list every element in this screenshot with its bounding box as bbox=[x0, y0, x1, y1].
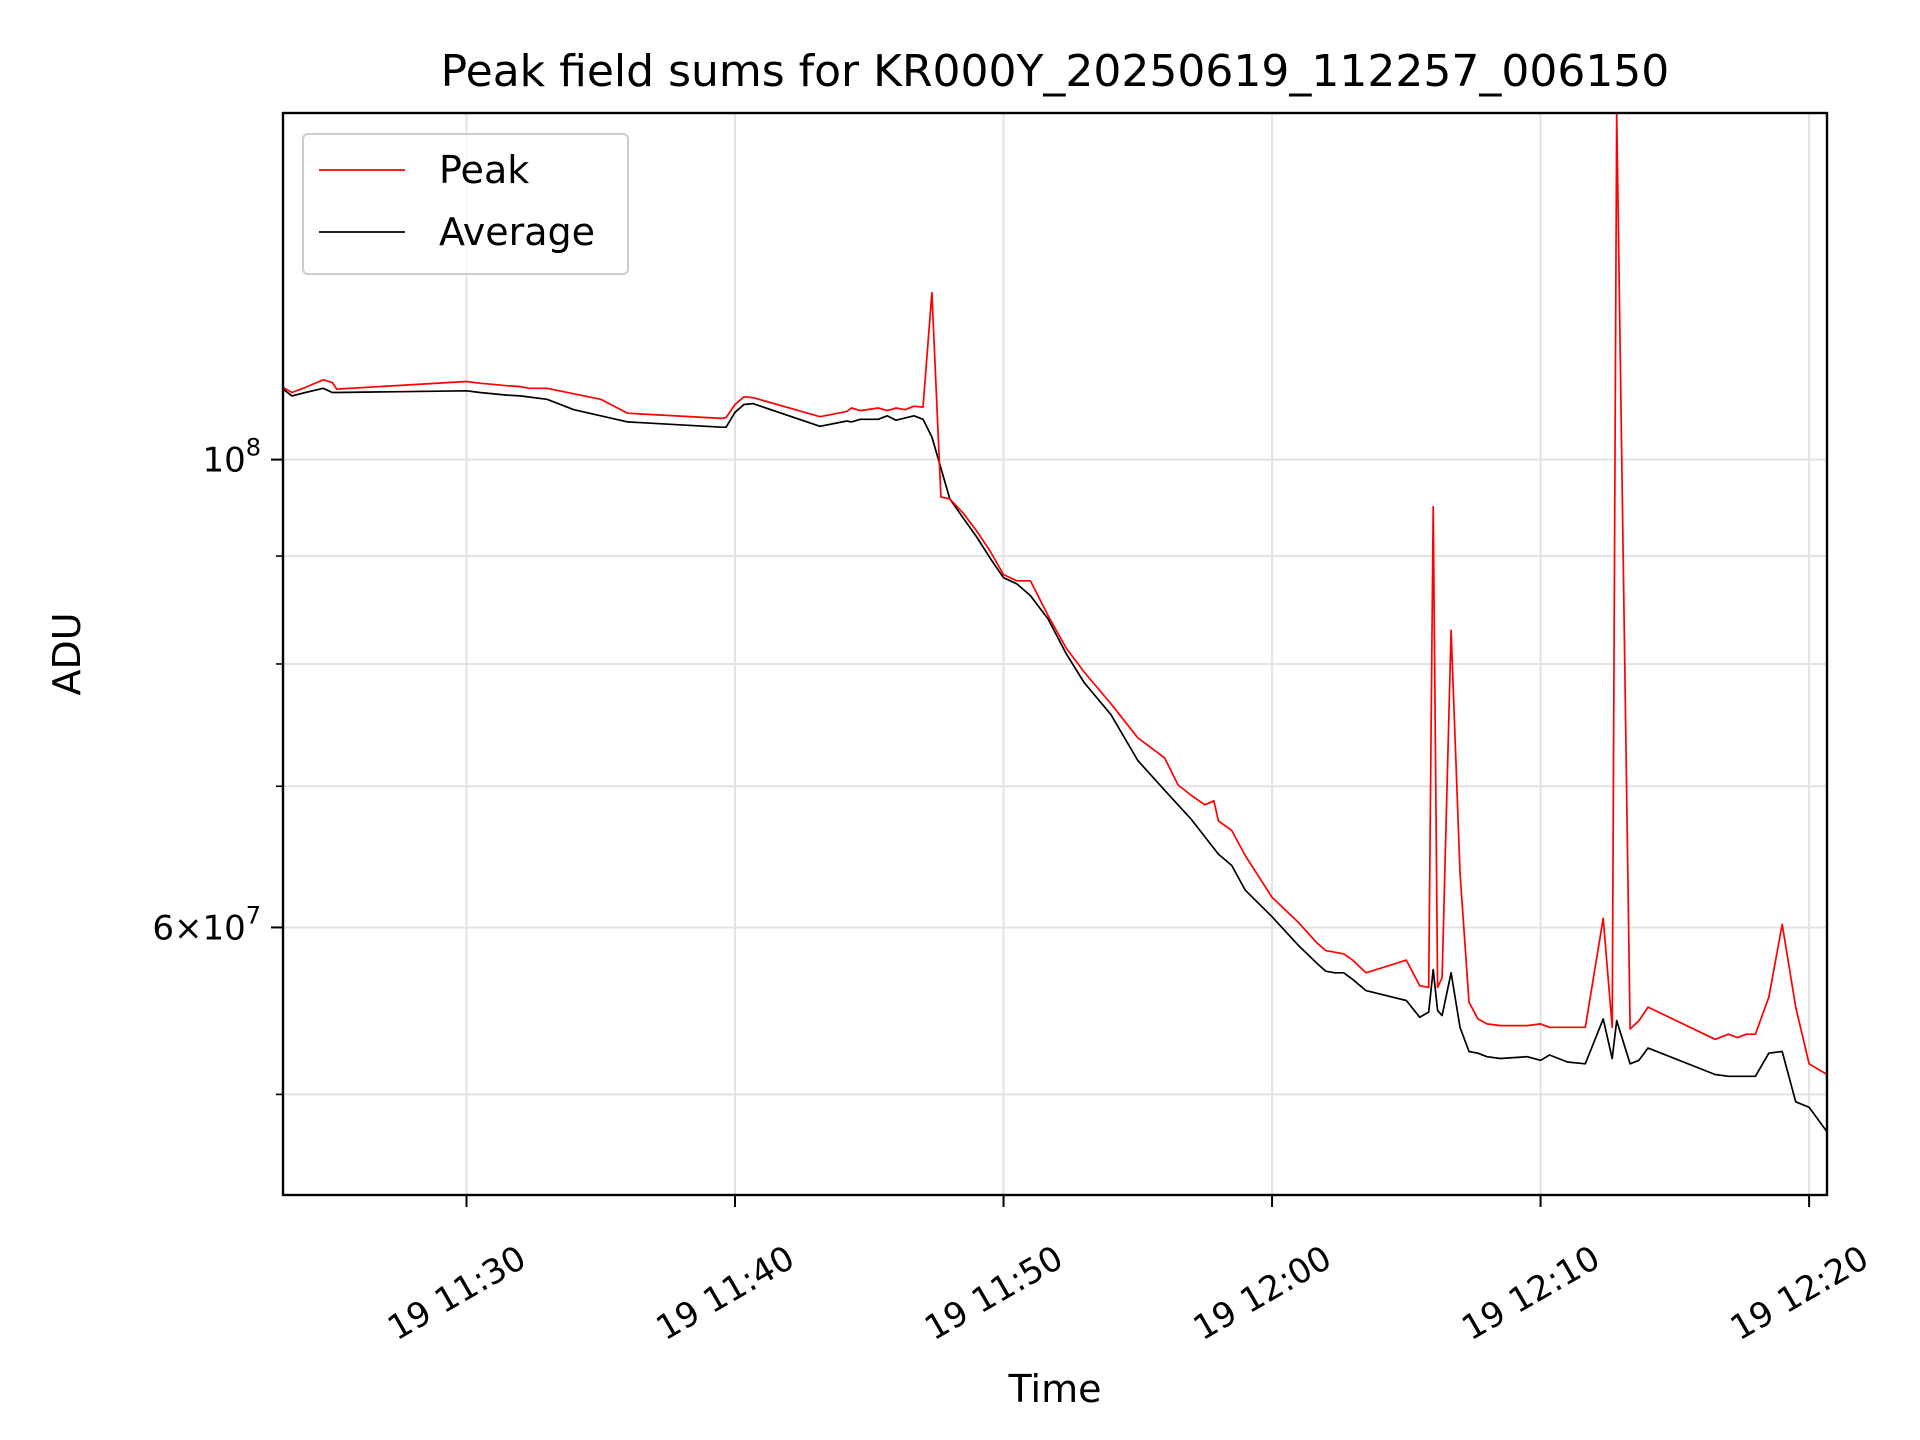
grid-layer bbox=[283, 113, 1827, 1195]
y-tick-label: 108 bbox=[202, 434, 261, 481]
y-tick-base: 10 bbox=[202, 908, 245, 948]
series-layer bbox=[283, 113, 1827, 1133]
legend: Peak Average bbox=[302, 133, 629, 275]
y-tick-base: 10 bbox=[202, 441, 245, 481]
series-line-average bbox=[283, 387, 1827, 1133]
legend-box bbox=[302, 133, 629, 275]
y-tick-exponent: 8 bbox=[246, 434, 261, 462]
y-axis-label: ADU bbox=[45, 612, 89, 695]
y-tick-exponent: 7 bbox=[246, 901, 261, 929]
y-tick-times: × bbox=[174, 908, 203, 948]
legend-label-peak: Peak bbox=[439, 148, 529, 192]
y-tick-label: 6×107 bbox=[152, 901, 261, 948]
plot-area-frame bbox=[281, 111, 1829, 1197]
series-line-peak bbox=[283, 113, 1827, 1076]
x-axis-label: Time bbox=[1008, 1367, 1102, 1411]
chart-title: Peak field sums for KR000Y_20250619_1122… bbox=[441, 46, 1670, 97]
legend-label-average: Average bbox=[439, 210, 595, 254]
y-tick-mantissa: 6 bbox=[152, 908, 174, 948]
